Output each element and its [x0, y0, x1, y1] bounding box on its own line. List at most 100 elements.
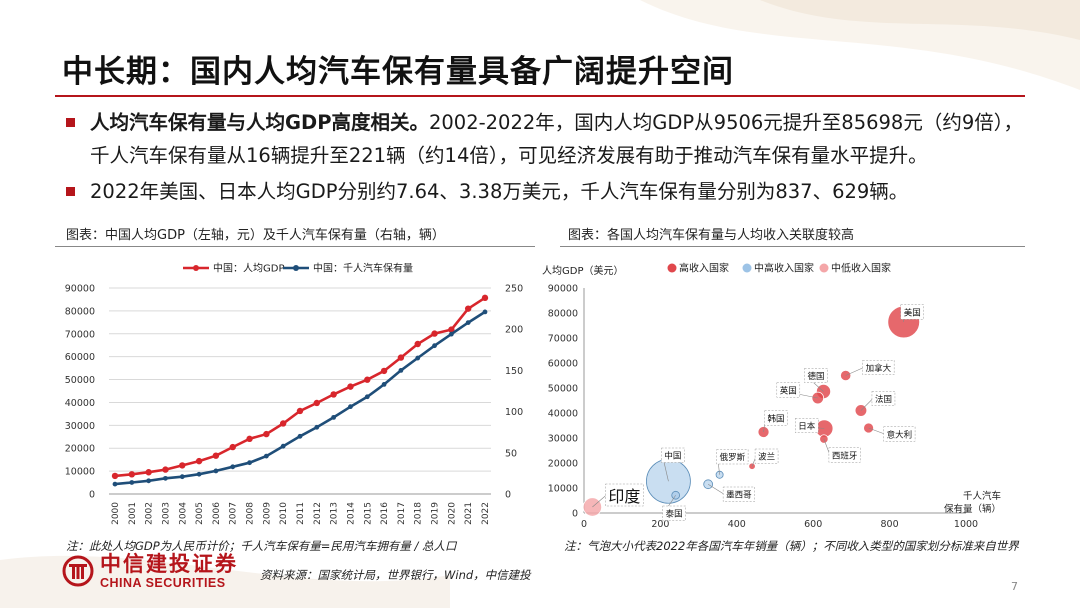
citic-logo-icon	[62, 555, 94, 587]
x-tick-label: 2007	[229, 502, 239, 525]
data-label: 日本	[798, 421, 816, 432]
label-box	[776, 382, 801, 398]
y-tick-label-right: 0	[505, 490, 511, 501]
label-leader	[845, 367, 864, 376]
label-box	[661, 447, 685, 463]
x-tick-label: 600	[804, 519, 822, 530]
data-point-1	[111, 472, 119, 480]
y-tick-label-right: 100	[505, 407, 523, 418]
y-tick-label: 20000	[548, 459, 578, 470]
label-box	[900, 304, 924, 320]
x-tick-label: 2001	[128, 502, 138, 525]
label-leader	[860, 398, 874, 411]
bullet-marker	[66, 118, 75, 127]
x-tick-label: 1000	[954, 519, 978, 530]
data-point-2	[146, 478, 152, 484]
data-label: 西班牙	[832, 450, 858, 461]
data-label: 法国	[875, 394, 892, 405]
y-tick-label: 10000	[548, 484, 578, 495]
x-tick-label: 2000	[111, 502, 121, 525]
label-box	[883, 426, 916, 442]
label-box	[795, 418, 819, 433]
bullet-1-emphasis: 人均汽车保有量与人均GDP高度相关。	[90, 111, 429, 134]
legend-marker	[293, 265, 299, 271]
bullet-point-2: 2022年美国、日本人均GDP分别约7.64、3.38万美元，千人汽车保有量分别…	[66, 175, 1026, 208]
data-label: 英国	[780, 385, 797, 396]
x-tick-label: 2006	[212, 502, 222, 525]
label-box	[662, 505, 686, 521]
legend-label: 中国：千人汽车保有量	[313, 262, 413, 275]
data-point-1	[464, 305, 472, 312]
data-point-1	[263, 430, 270, 438]
bullet-marker	[66, 187, 75, 196]
data-point-1	[128, 471, 136, 478]
bullet-1-text: 2002-2022年，国内人均GDP从9506元提升至85698元（约9倍），千…	[90, 111, 1023, 167]
data-label: 印度	[608, 487, 640, 506]
legend-marker	[667, 263, 677, 273]
data-point-1	[414, 340, 421, 348]
left-figure-divider	[55, 246, 535, 247]
x-tick-label: 2013	[330, 502, 340, 525]
data-label: 美国	[904, 307, 921, 318]
x-tick-label: 2015	[363, 502, 373, 525]
y-tick-label-left: 10000	[65, 467, 95, 478]
data-point-2	[163, 475, 168, 481]
data-point-1	[195, 457, 203, 465]
label-leader	[592, 494, 607, 508]
x-tick-label: 2008	[246, 502, 256, 525]
right-y-axis: 0 50 100 150 200 250	[505, 284, 523, 501]
y-tick-label: 40000	[548, 409, 578, 420]
data-point-2	[465, 320, 471, 326]
y-tick-label-left: 40000	[65, 398, 95, 409]
y-tick-label-right: 150	[505, 366, 523, 377]
data-point-2	[247, 460, 252, 466]
bubble	[703, 479, 714, 490]
series-line-1	[114, 296, 486, 478]
legend-label: 中高收入国家	[754, 262, 814, 275]
x-tick-label: 2004	[178, 502, 188, 525]
label-box	[754, 448, 779, 464]
title-divider	[55, 95, 1025, 97]
chart-gridlines	[109, 287, 491, 495]
data-point-2	[112, 481, 118, 487]
x-axis: 2000 2001 2002 2003 2004 2005 2006 2007 2008 2009…	[111, 502, 491, 525]
label-box	[716, 449, 749, 465]
data-point-1	[279, 420, 287, 427]
y-tick-label-left: 80000	[65, 306, 95, 317]
x-tick-label: 200	[651, 519, 669, 530]
bubble	[748, 462, 756, 470]
x-tick-label: 2010	[279, 502, 289, 525]
y-tick-label-right: 250	[505, 284, 523, 295]
x-tick-label: 2021	[464, 502, 474, 525]
data-point-1	[162, 466, 169, 473]
data-label: 德国	[808, 371, 825, 382]
data-point-1	[179, 462, 186, 469]
y-tick-label: 0	[572, 509, 578, 520]
y-tick-label-left: 30000	[65, 421, 95, 432]
data-point-1	[397, 354, 405, 361]
data-point-2	[432, 343, 437, 349]
bullet-point-1: 人均汽车保有量与人均GDP高度相关。2002-2022年，国内人均GDP从950…	[66, 106, 1026, 172]
y-tick-label-left: 20000	[65, 444, 95, 455]
x-tick-label: 2019	[431, 502, 441, 525]
logo-english-name: CHINA SECURITIES	[100, 576, 226, 590]
x-tick-label: 2012	[313, 502, 323, 525]
label-box	[605, 483, 644, 507]
x-tick-label: 2018	[414, 502, 424, 525]
data-point-2	[448, 331, 454, 337]
data-point-2	[314, 424, 320, 430]
x-tick-label: 2003	[161, 502, 171, 525]
data-point-1	[448, 326, 455, 333]
label-leader	[707, 483, 725, 495]
y-tick-label-left: 90000	[65, 284, 95, 295]
data-label: 波兰	[758, 452, 775, 463]
y-tick-label: 90000	[548, 284, 578, 295]
y-axis-title: 人均GDP（美元）	[542, 264, 623, 277]
data-point-1	[212, 452, 220, 459]
label-box	[828, 447, 861, 463]
x-tick-label: 2005	[195, 502, 205, 525]
data-point-2	[129, 480, 135, 485]
x-tick-label: 400	[728, 519, 746, 530]
data-point-2	[297, 433, 303, 439]
